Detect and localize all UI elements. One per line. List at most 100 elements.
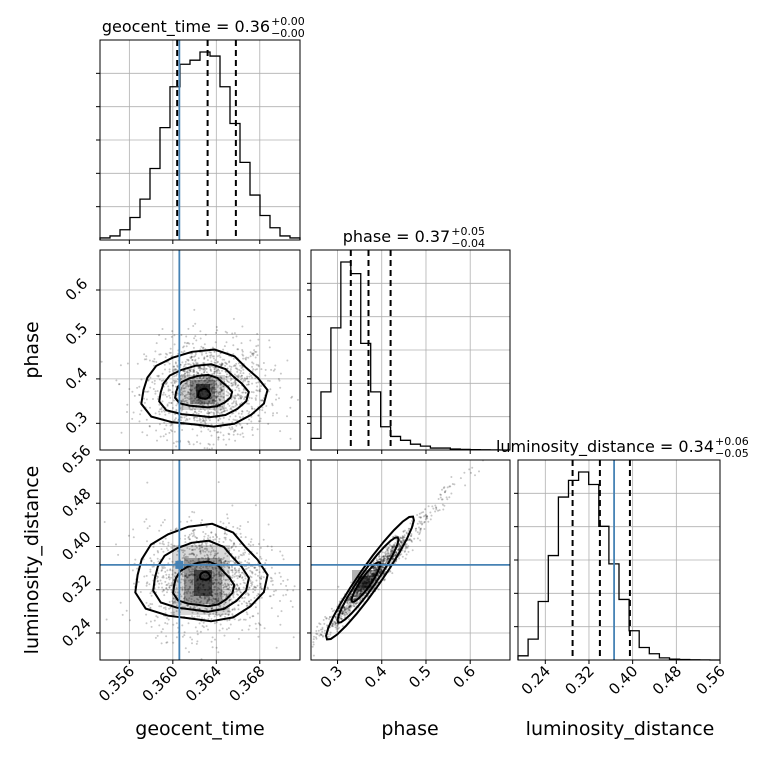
scatter-point	[316, 625, 319, 628]
scatter-point	[152, 398, 154, 400]
scatter-point	[195, 642, 198, 645]
scatter-point	[203, 402, 206, 404]
scatter-point	[193, 387, 196, 389]
scatter-point	[244, 378, 247, 381]
scatter-point	[188, 441, 191, 444]
scatter-point	[159, 353, 162, 356]
scatter-point	[199, 337, 202, 340]
scatter-point	[210, 402, 213, 405]
scatter-point	[212, 394, 215, 397]
scatter-point	[254, 377, 257, 380]
scatter-point	[442, 508, 445, 511]
scatter-point	[207, 378, 210, 381]
scatter-point	[220, 388, 223, 391]
scatter-point	[254, 398, 257, 401]
scatter-point	[151, 565, 154, 568]
scatter-point	[244, 391, 247, 394]
scatter-point	[241, 577, 244, 579]
scatter-point	[222, 541, 225, 543]
scatter-point	[207, 377, 210, 380]
scatter-point	[211, 386, 214, 389]
scatter-point	[241, 426, 244, 429]
scatter-point	[250, 391, 253, 393]
scatter-point	[218, 354, 221, 357]
scatter-point	[234, 382, 237, 385]
scatter-point	[244, 577, 247, 580]
scatter-point	[282, 594, 285, 597]
scatter-point	[248, 372, 251, 375]
scatter-point	[204, 550, 207, 553]
scatter-point	[184, 372, 186, 375]
scatter-point	[194, 379, 197, 382]
scatter-point	[229, 623, 232, 626]
scatter-point	[210, 531, 213, 534]
scatter-point	[199, 551, 202, 554]
scatter-point	[158, 529, 161, 532]
scatter-point	[190, 519, 193, 522]
scatter-point	[210, 423, 213, 426]
x-axis-label-luminosity-distance: luminosity_distance	[526, 718, 715, 740]
scatter-point	[168, 573, 171, 576]
scatter-point	[195, 412, 198, 414]
scatter-point	[145, 355, 148, 358]
scatter-point	[244, 593, 247, 595]
scatter-point	[160, 406, 163, 409]
scatter-point	[183, 345, 185, 348]
scatter-point	[207, 417, 210, 420]
scatter-point	[231, 427, 234, 430]
scatter-point	[235, 362, 238, 365]
scatter-point	[257, 574, 259, 577]
scatter-point	[207, 375, 210, 378]
scatter-point	[238, 567, 241, 570]
scatter-point	[213, 368, 216, 371]
scatter-point	[229, 368, 232, 371]
scatter-point	[209, 356, 212, 359]
scatter-point	[229, 408, 232, 411]
scatter-point	[145, 584, 148, 587]
scatter-point	[234, 419, 237, 422]
scatter-point	[259, 390, 262, 393]
scatter-point	[181, 624, 184, 627]
scatter-point	[391, 572, 394, 575]
scatter-point	[167, 575, 170, 578]
scatter-point	[259, 586, 262, 589]
scatter-point	[211, 447, 213, 450]
scatter-point	[193, 369, 196, 371]
scatter-point	[158, 334, 161, 337]
scatter-point	[252, 591, 255, 594]
scatter-point	[199, 403, 202, 405]
scatter-point	[384, 557, 387, 560]
scatter-point	[233, 397, 236, 400]
scatter-point	[253, 566, 256, 569]
scatter-point	[246, 383, 248, 386]
scatter-point	[171, 384, 174, 387]
scatter-point	[231, 412, 233, 415]
scatter-point	[132, 536, 135, 539]
scatter-point	[190, 389, 193, 392]
scatter-point	[162, 379, 165, 382]
scatter-point	[285, 593, 287, 596]
scatter-point	[183, 341, 186, 344]
scatter-point	[217, 384, 220, 387]
scatter-point	[236, 419, 238, 422]
scatter-point	[134, 558, 137, 561]
scatter-point	[149, 620, 152, 623]
scatter-point	[220, 411, 223, 414]
scatter-point	[154, 350, 157, 353]
scatter-point	[188, 393, 191, 396]
scatter-point	[166, 404, 169, 407]
scatter-point	[196, 362, 199, 365]
scatter-point	[183, 395, 186, 398]
scatter-point	[162, 393, 164, 396]
scatter-point	[158, 582, 161, 585]
scatter-point	[317, 629, 320, 632]
scatter-point	[260, 385, 263, 387]
scatter-point	[153, 619, 156, 622]
scatter-point	[216, 396, 219, 399]
scatter-point	[139, 413, 142, 416]
scatter-point	[201, 417, 204, 420]
scatter-point	[165, 382, 168, 385]
scatter-point	[238, 587, 240, 590]
scatter-point	[227, 375, 230, 378]
